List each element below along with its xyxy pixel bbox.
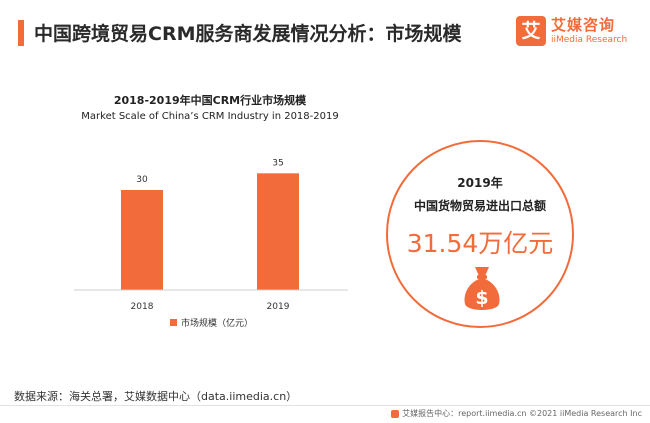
highlight-circle: 2019年 中国货物贸易进出口总额 31.54万亿元 $: [386, 140, 574, 328]
title-accent-bar: [18, 20, 24, 46]
legend-swatch: [170, 319, 177, 326]
footer-divider: [0, 405, 650, 406]
bar-2019: [257, 173, 299, 290]
data-label-2018: 30: [136, 175, 148, 185]
highlight-label: 中国货物贸易进出口总额: [413, 199, 546, 213]
x-tick-label-2019: 2019: [267, 302, 290, 312]
highlight-value: 31.54万亿元: [406, 229, 554, 258]
brand-logo: 艾 艾媒咨询 iiMedia Research: [516, 14, 634, 50]
highlight-year: 2019年: [457, 176, 503, 190]
chart-subtitle: Market Scale of China’s CRM Industry in …: [81, 111, 339, 122]
footer: 艾媒报告中心：report.iimedia.cn ©2021 iiMedia R…: [391, 408, 642, 419]
data-source: 数据来源：海关总署，艾媒数据中心（data.iimedia.cn）: [14, 390, 298, 403]
brand-mark-icon: 艾: [516, 16, 546, 46]
bar-2018: [121, 190, 163, 290]
legend-label: 市场规模（亿元）: [181, 317, 253, 329]
money-bag-icon: $: [464, 267, 500, 310]
chart-title: 2018-2019年中国CRM行业市场规模: [113, 94, 307, 107]
report-center-icon: [391, 409, 400, 418]
page-title: 中国跨境贸易CRM服务商发展情况分析：市场规模: [34, 23, 462, 45]
data-label-2019: 35: [272, 158, 283, 168]
x-tick-label-2018: 2018: [131, 302, 154, 312]
svg-text:$: $: [475, 287, 488, 309]
footer-text: 艾媒报告中心：report.iimedia.cn ©2021 iiMedia R…: [402, 409, 642, 418]
brand-name-cn: 艾媒咨询: [551, 16, 616, 34]
brand-name-en: iiMedia Research: [551, 35, 628, 45]
